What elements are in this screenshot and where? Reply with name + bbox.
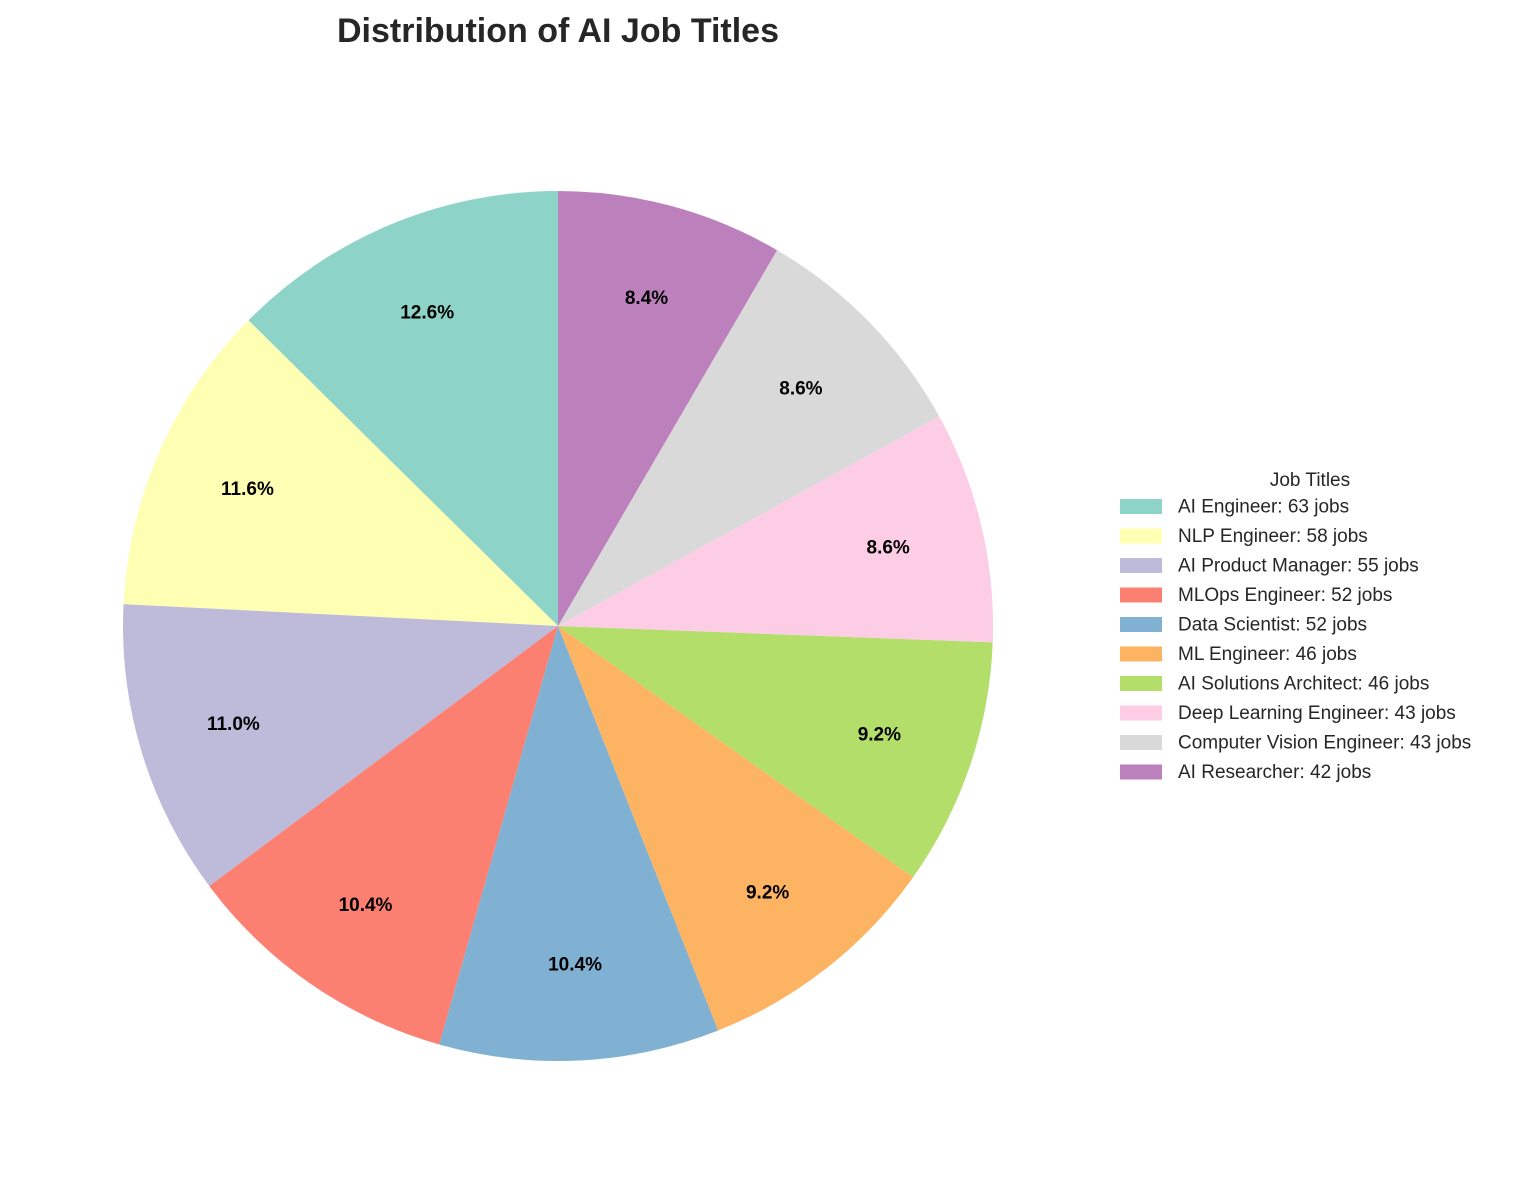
pie-slice-ml-engineer xyxy=(558,626,914,1031)
legend-label: AI Engineer: 63 jobs xyxy=(1178,497,1349,518)
percent-label: 11.6% xyxy=(221,479,274,500)
legend-item: ML Engineer: 46 jobs xyxy=(1120,644,1357,665)
legend-item: MLOps Engineer: 52 jobs xyxy=(1120,585,1392,606)
legend-label: ML Engineer: 46 jobs xyxy=(1178,644,1357,665)
pie-slice-ai-engineer xyxy=(248,191,558,626)
legend-swatch xyxy=(1120,617,1162,632)
legend-item: AI Product Manager: 55 jobs xyxy=(1120,556,1419,577)
percent-label: 10.4% xyxy=(339,895,393,916)
chart-title: Distribution of AI Job Titles xyxy=(337,12,779,50)
legend-swatch xyxy=(1120,587,1162,603)
percent-label: 9.2% xyxy=(746,882,789,903)
legend-label: AI Product Manager: 55 jobs xyxy=(1178,556,1419,577)
legend-item: Deep Learning Engineer: 43 jobs xyxy=(1120,703,1456,724)
legend-label: Deep Learning Engineer: 43 jobs xyxy=(1178,703,1456,724)
percent-label: 8.4% xyxy=(625,288,668,309)
legend-swatch xyxy=(1120,646,1162,662)
legend-item: AI Solutions Architect: 46 jobs xyxy=(1120,674,1429,695)
legend-swatch xyxy=(1120,676,1162,691)
legend-item: Computer Vision Engineer: 43 jobs xyxy=(1120,733,1471,754)
legend-title: Job Titles xyxy=(1270,470,1350,491)
legend-label: AI Researcher: 42 jobs xyxy=(1178,762,1371,783)
legend-swatch xyxy=(1120,735,1162,750)
pie-slice-ai-product-manager xyxy=(123,604,559,887)
legend: Job Titles AI Engineer: 63 jobs NLP Engin… xyxy=(1120,470,1471,783)
pie-slice-data-scientist xyxy=(439,626,719,1061)
legend-item: Data Scientist: 52 jobs xyxy=(1120,615,1367,636)
pie-slice-deep-learning-engineer xyxy=(558,416,993,643)
percent-label: 8.6% xyxy=(867,537,910,558)
legend-label: AI Solutions Architect: 46 jobs xyxy=(1178,674,1429,695)
legend-swatch xyxy=(1120,764,1162,780)
legend-label: NLP Engineer: 58 jobs xyxy=(1178,526,1368,547)
legend-swatch xyxy=(1120,705,1162,721)
legend-swatch xyxy=(1120,558,1162,573)
legend-item: AI Engineer: 63 jobs xyxy=(1120,497,1349,518)
percent-labels: 12.6% 11.6% 11.0% 10.4% 10.4% 9.2% 9.2% 8.6% 8.6… xyxy=(207,288,910,975)
pie-slice-nlp-engineer xyxy=(123,320,558,626)
pie-slice-computer-vision-engineer xyxy=(558,250,940,627)
legend-items: AI Engineer: 63 jobs NLP Engineer: 58 job… xyxy=(1120,497,1471,783)
legend-label: Data Scientist: 52 jobs xyxy=(1178,615,1367,636)
percent-label: 12.6% xyxy=(400,302,454,323)
legend-swatch xyxy=(1120,528,1162,544)
legend-item: NLP Engineer: 58 jobs xyxy=(1120,526,1368,547)
percent-label: 11.0% xyxy=(207,714,260,735)
pie-slices xyxy=(123,191,993,1061)
legend-swatch xyxy=(1120,499,1162,514)
pie-slice-ai-researcher xyxy=(558,191,778,626)
percent-label: 9.2% xyxy=(858,724,901,745)
percent-label: 8.6% xyxy=(779,379,822,400)
pie-slice-ai-solutions-architect xyxy=(558,626,993,878)
legend-label: Computer Vision Engineer: 43 jobs xyxy=(1178,733,1471,754)
legend-item: AI Researcher: 42 jobs xyxy=(1120,762,1371,783)
pie-slice-mlops-engineer xyxy=(209,626,558,1045)
legend-label: MLOps Engineer: 52 jobs xyxy=(1178,585,1392,606)
percent-label: 10.4% xyxy=(548,954,602,975)
